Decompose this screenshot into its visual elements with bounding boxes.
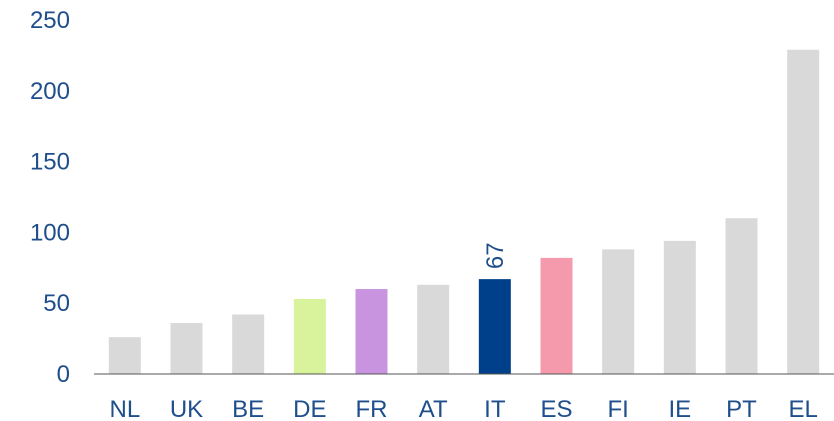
y-tick-label: 200 — [30, 78, 70, 105]
x-tick-label: IE — [668, 396, 691, 421]
x-tick-label: DE — [293, 396, 326, 421]
x-tick-label: PT — [726, 396, 757, 421]
y-tick-label: 50 — [43, 290, 70, 317]
bar-fr — [355, 289, 388, 374]
x-tick-label: BE — [232, 396, 264, 421]
y-axis-ticks: 0 50 100 150 200 250 — [30, 7, 70, 388]
y-tick-label: 100 — [30, 219, 70, 246]
bar-ie — [663, 240, 696, 374]
x-tick-label: FR — [356, 396, 388, 421]
bar-be — [232, 314, 265, 374]
bar-pt — [725, 218, 758, 374]
x-tick-label: ES — [540, 396, 572, 421]
bar-es — [540, 257, 573, 374]
data-labels: 67 — [482, 242, 509, 269]
bar-at — [417, 284, 450, 374]
bar-uk — [170, 323, 203, 374]
bar-de — [293, 298, 326, 374]
x-tick-label: AT — [419, 396, 448, 421]
y-tick-label: 0 — [57, 361, 70, 388]
x-tick-label: IT — [484, 396, 506, 421]
y-tick-label: 150 — [30, 149, 70, 176]
bar-fi — [602, 249, 635, 374]
bar-it — [478, 279, 511, 374]
data-label-it: 67 — [482, 242, 509, 269]
bar-nl — [108, 337, 141, 374]
bar-el — [787, 49, 820, 375]
y-tick-label: 250 — [30, 7, 70, 34]
x-axis-ticks: NL UK BE DE FR AT IT ES FI IE PT EL — [109, 396, 817, 421]
bars — [108, 49, 820, 375]
x-tick-label: EL — [788, 396, 817, 421]
x-tick-label: FI — [608, 396, 629, 421]
x-tick-label: NL — [109, 396, 140, 421]
x-tick-label: UK — [170, 396, 203, 421]
